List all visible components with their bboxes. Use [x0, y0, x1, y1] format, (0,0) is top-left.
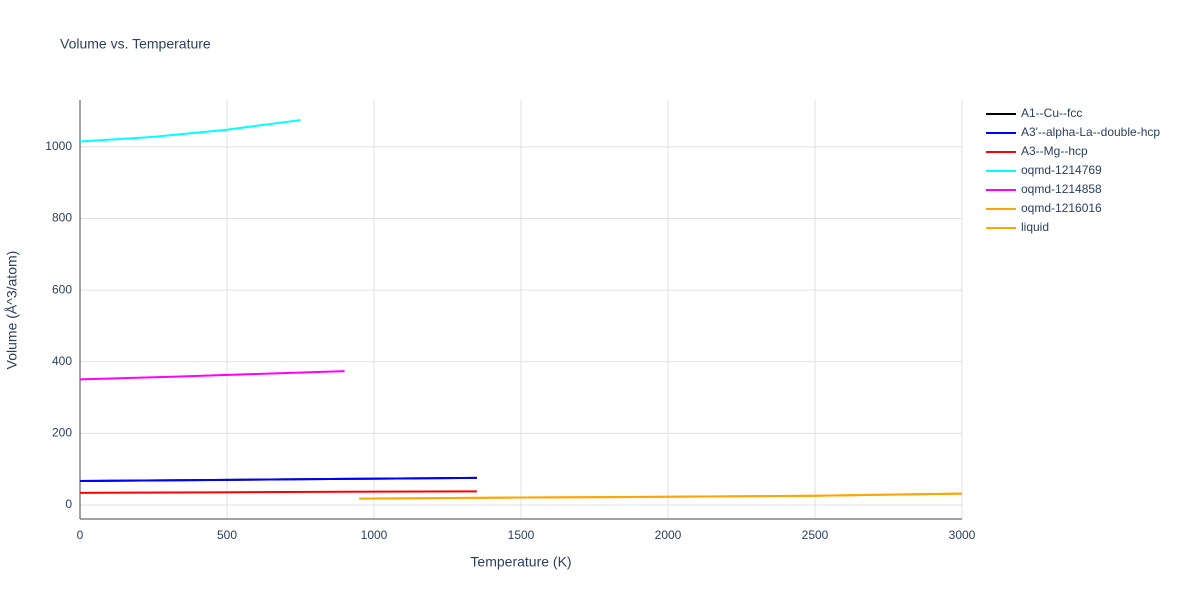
y-tick-label: 0 — [65, 497, 72, 511]
legend-label: A3'--alpha-La--double-hcp — [1021, 125, 1160, 139]
x-axis-label: Temperature (K) — [470, 554, 571, 570]
y-tick-label: 1000 — [45, 139, 72, 153]
x-tick-label: 2000 — [655, 528, 682, 542]
chart-title: Volume vs. Temperature — [60, 36, 211, 52]
series-line — [79, 490, 477, 494]
x-tick-label: 0 — [77, 528, 84, 542]
y-tick-label: 400 — [52, 354, 72, 368]
y-tick-label: 600 — [52, 282, 72, 296]
legend-label: oqmd-1216016 — [1021, 201, 1102, 215]
legend-label: liquid — [1021, 220, 1049, 234]
series-line — [79, 370, 345, 381]
legend-label: oqmd-1214769 — [1021, 163, 1102, 177]
x-tick-label: 1500 — [508, 528, 535, 542]
y-tick-label: 800 — [52, 211, 72, 225]
series-line — [79, 119, 301, 143]
x-tick-label: 500 — [217, 528, 237, 542]
series-line — [359, 492, 963, 500]
series-line — [79, 476, 477, 483]
x-tick-label: 1000 — [361, 528, 388, 542]
x-tick-label: 3000 — [949, 528, 976, 542]
legend-label: A3--Mg--hcp — [1021, 144, 1088, 158]
legend-label: A1--Cu--fcc — [1021, 106, 1082, 120]
y-axis-label: Volume (Å^3/atom) — [4, 251, 20, 370]
y-tick-label: 200 — [52, 426, 72, 440]
x-tick-label: 2500 — [802, 528, 829, 542]
legend-label: oqmd-1214858 — [1021, 182, 1102, 196]
